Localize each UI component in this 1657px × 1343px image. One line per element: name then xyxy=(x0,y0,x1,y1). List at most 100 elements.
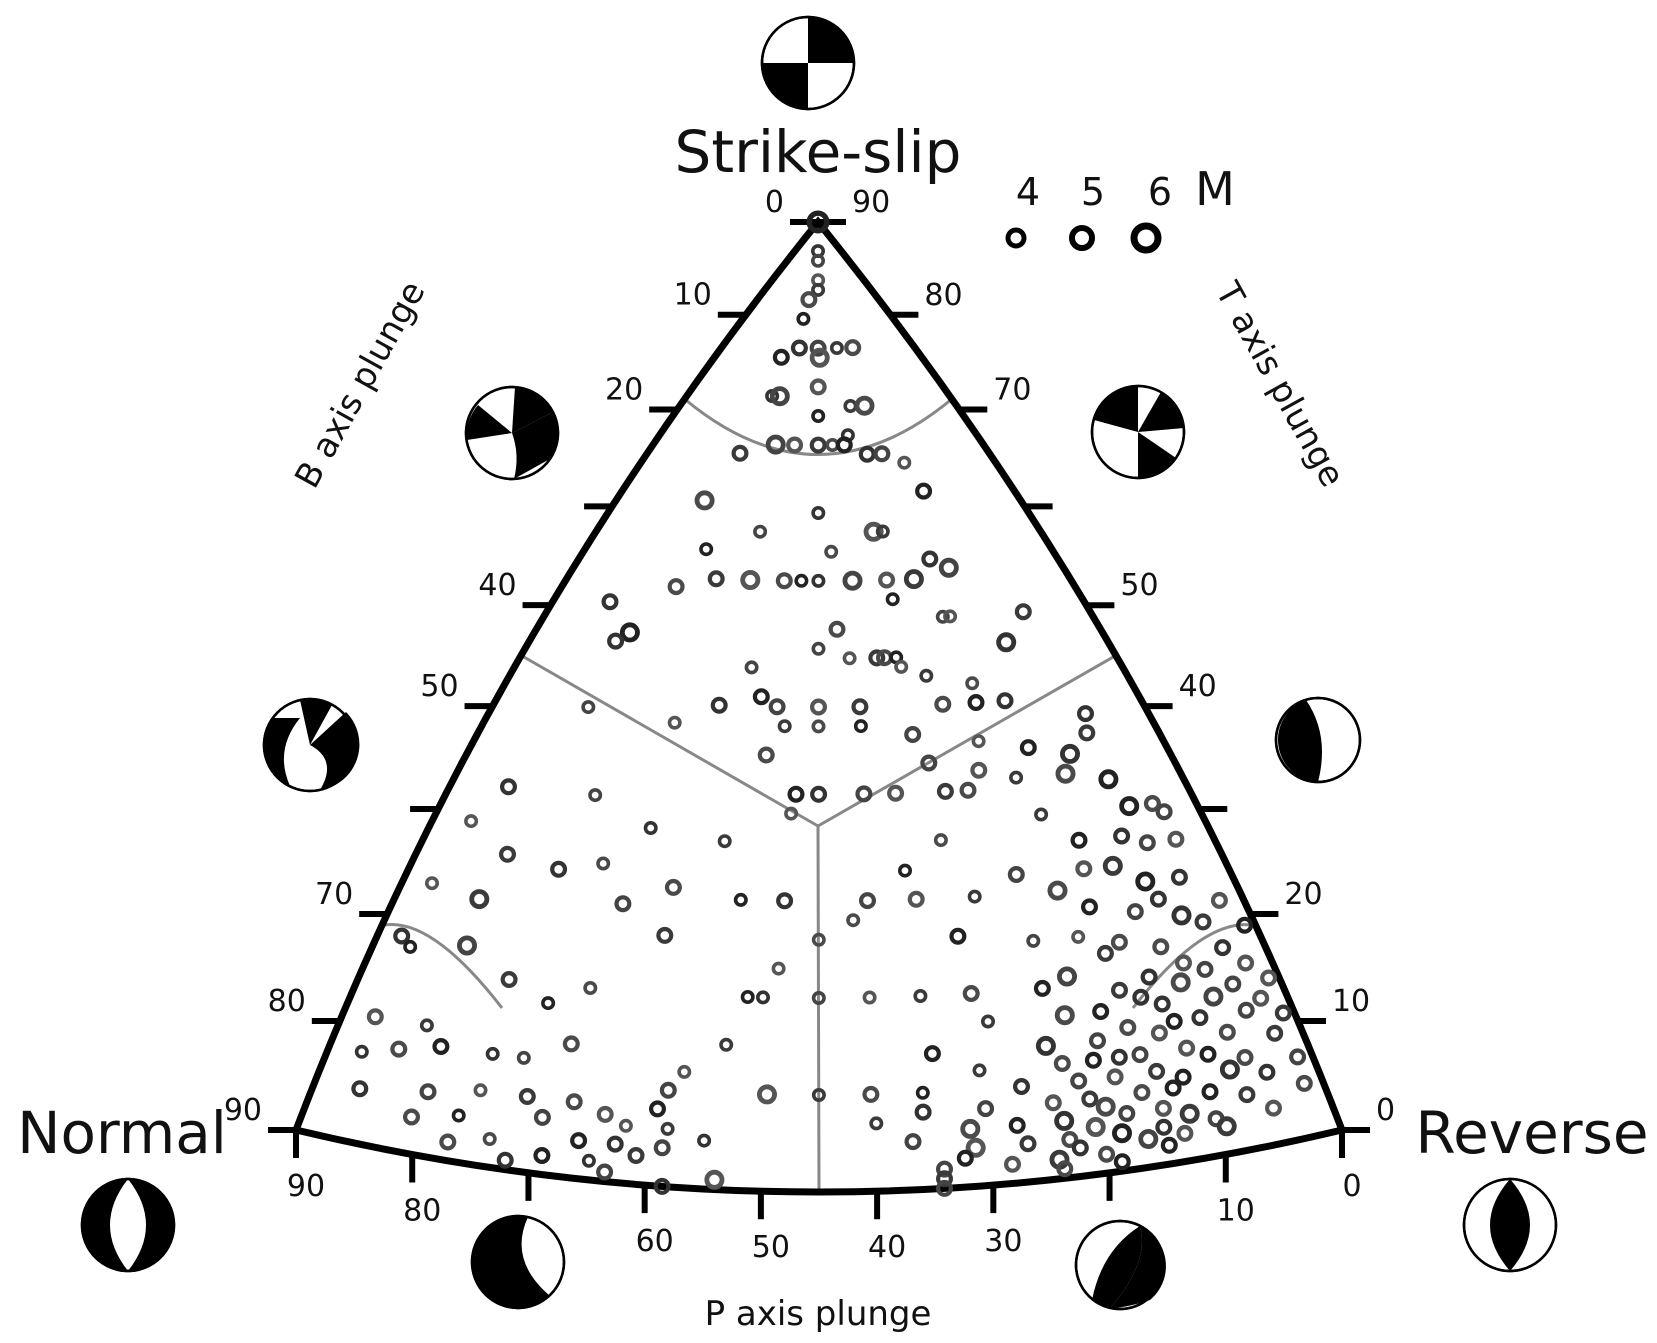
event-point xyxy=(1149,890,1167,908)
event-point xyxy=(1194,913,1212,931)
event-point xyxy=(1170,868,1188,886)
event-point xyxy=(977,1100,995,1118)
event-point xyxy=(740,570,761,591)
p-axis-tick-label-80: 80 xyxy=(403,1193,441,1228)
event-point xyxy=(858,445,876,463)
event-point xyxy=(1098,1145,1116,1163)
event-point xyxy=(1095,1096,1116,1117)
event-point xyxy=(1019,1135,1037,1153)
event-point xyxy=(1191,1009,1209,1027)
event-point xyxy=(862,1085,880,1103)
event-point xyxy=(904,725,922,743)
event-point xyxy=(956,1149,974,1167)
event-point xyxy=(366,1008,384,1026)
event-point xyxy=(1019,739,1037,757)
event-point xyxy=(811,408,826,423)
event-point xyxy=(965,1137,986,1158)
event-point xyxy=(618,1118,633,1133)
event-point xyxy=(771,961,786,976)
event-point xyxy=(915,1085,930,1100)
event-point xyxy=(800,291,818,309)
t-axis-tick-label-90: 90 xyxy=(852,185,890,220)
event-point xyxy=(1252,989,1270,1007)
event-point xyxy=(1044,1094,1062,1112)
oblique-reverse-icon xyxy=(1274,696,1362,784)
event-point xyxy=(601,593,619,611)
strike-slip-boundary xyxy=(683,397,953,457)
event-point xyxy=(1054,1005,1075,1026)
event-point xyxy=(790,339,808,357)
event-point xyxy=(653,1139,671,1157)
event-point xyxy=(853,719,868,734)
event-point xyxy=(485,1046,500,1061)
event-point xyxy=(914,1103,932,1121)
event-point xyxy=(787,785,805,803)
event-point xyxy=(1055,763,1076,784)
event-point xyxy=(1274,1004,1292,1022)
event-point xyxy=(1126,903,1144,921)
event-point xyxy=(499,845,517,863)
event-point xyxy=(1131,1046,1149,1064)
event-point xyxy=(1118,1104,1136,1122)
event-point xyxy=(1132,988,1150,1006)
event-point xyxy=(794,573,809,588)
event-point xyxy=(862,990,877,1005)
event-point xyxy=(921,550,939,568)
vertex-label-normal: Normal xyxy=(17,1099,227,1167)
event-point xyxy=(731,444,749,462)
event-point xyxy=(897,455,912,470)
event-point xyxy=(1238,1086,1256,1104)
event-point xyxy=(533,1146,551,1164)
p-axis-tick-label-0: 0 xyxy=(1342,1169,1361,1204)
event-point xyxy=(533,1108,551,1126)
event-point xyxy=(1003,1155,1021,1173)
event-point xyxy=(419,1083,437,1101)
event-point xyxy=(500,778,518,796)
event-point xyxy=(432,1037,450,1055)
event-point xyxy=(659,1081,677,1099)
p-axis-tick-label-30: 30 xyxy=(984,1224,1022,1259)
event-point xyxy=(784,806,799,821)
axis-title-b-plunge: B axis plunge xyxy=(287,275,433,495)
event-point xyxy=(1174,1068,1192,1086)
event-point xyxy=(935,1179,953,1197)
event-point xyxy=(873,445,891,463)
event-point xyxy=(1092,1002,1110,1020)
event-point xyxy=(707,570,725,588)
event-point xyxy=(1171,905,1192,926)
event-point xyxy=(1057,966,1078,987)
event-point xyxy=(842,570,863,591)
event-point xyxy=(765,434,786,455)
event-point xyxy=(482,1132,497,1147)
event-point xyxy=(920,754,938,772)
event-point xyxy=(1110,981,1128,999)
event-point xyxy=(496,1151,514,1169)
event-point xyxy=(596,856,611,871)
event-point xyxy=(835,436,853,454)
event-point xyxy=(1070,1072,1088,1090)
event-point xyxy=(1061,1130,1079,1148)
event-point xyxy=(913,988,928,1003)
event-point xyxy=(516,1050,531,1065)
event-point xyxy=(775,572,793,590)
event-point xyxy=(667,715,682,730)
event-point xyxy=(1179,1103,1200,1124)
legend-label-5: 5 xyxy=(1081,170,1105,214)
event-point xyxy=(796,311,811,326)
event-point xyxy=(390,1040,408,1058)
event-point xyxy=(868,649,886,667)
event-point xyxy=(648,1100,666,1118)
event-point xyxy=(1119,796,1140,817)
event-point xyxy=(550,860,568,878)
reverse-icon xyxy=(1462,1177,1558,1273)
event-point xyxy=(809,339,827,357)
b-axis-tick-label-70: 70 xyxy=(315,877,353,912)
event-point xyxy=(824,544,839,559)
event-point xyxy=(451,1108,466,1123)
event-point xyxy=(935,1170,953,1188)
event-point xyxy=(1056,1160,1074,1178)
event-point xyxy=(439,1133,457,1151)
event-point xyxy=(351,1080,369,1098)
event-point xyxy=(1237,954,1255,972)
t-axis-tick-label-20: 20 xyxy=(1284,877,1322,912)
